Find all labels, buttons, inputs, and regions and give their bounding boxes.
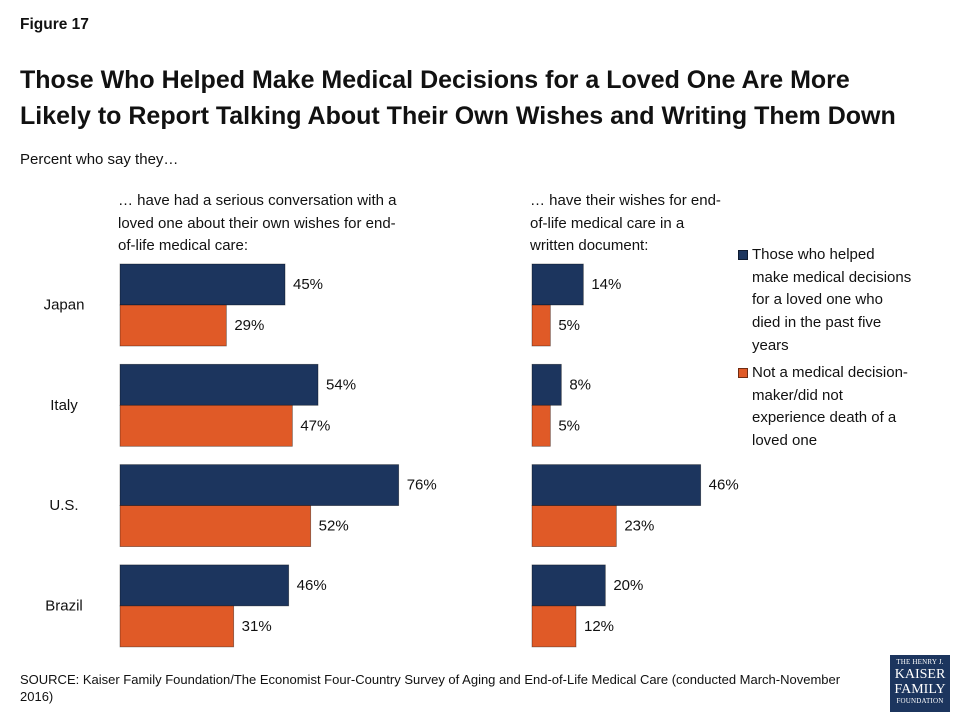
logo-line-henry: THE HENRY J. — [896, 658, 944, 666]
chart-panel-conversation: Japan 45% 29% Italy 54% 47% U.S. 76% 52% Brazil 46… — [44, 263, 437, 648]
bar-conversation-us-series-1 — [119, 464, 400, 506]
legend-label-non-decision-makers: Not a medical decision-maker/did not exp… — [752, 364, 908, 450]
source-note: SOURCE: Kaiser Family Foundation/The Eco… — [20, 672, 841, 704]
bar-written-document-italy-series-2 — [531, 404, 551, 447]
legend-item-decision-makers: Those who helped make medical decisions … — [738, 244, 928, 364]
legend-swatch-non-decision-makers — [738, 368, 748, 378]
value-label-conversation-brazil-series-2: 31% — [242, 618, 272, 635]
bar-conversation-italy-series-2 — [119, 404, 293, 447]
bar-written-document-japan-series-2 — [531, 304, 551, 347]
bar-written-document-brazil-series-2 — [531, 605, 577, 648]
value-label-conversation-japan-series-2: 29% — [234, 317, 264, 334]
panel-title-conversation: … have had a serious conversation with a… — [118, 192, 397, 254]
bar-written-document-brazil-series-1 — [531, 564, 606, 607]
bar-written-document-japan-series-1 — [531, 263, 584, 306]
panel-title-written-document: … have their wishes for end-of-life medi… — [530, 192, 721, 254]
category-label-us: U.S. — [49, 497, 78, 514]
bar-conversation-japan-series-2 — [119, 304, 227, 347]
value-label-written-document-japan-series-2: 5% — [558, 317, 580, 334]
logo-line-foundation: FOUNDATION — [896, 697, 944, 705]
value-label-conversation-italy-series-2: 47% — [300, 417, 330, 434]
chart-panel-written-document: 14% 5% 8% 5% 46% 23% 20% 12% — [531, 263, 739, 648]
value-label-written-document-us-series-1: 46% — [709, 477, 739, 494]
value-label-written-document-brazil-series-2: 12% — [584, 618, 614, 635]
legend-item-non-decision-makers: Not a medical decision-maker/did not exp… — [738, 362, 928, 482]
bar-conversation-japan-series-1 — [119, 263, 286, 306]
kff-logo: THE HENRY J. KAISER FAMILY FOUNDATION — [890, 655, 950, 712]
bar-written-document-us-series-2 — [531, 505, 617, 547]
value-label-conversation-us-series-2: 52% — [319, 518, 349, 535]
category-label-japan: Japan — [44, 297, 85, 314]
value-label-written-document-italy-series-1: 8% — [569, 376, 591, 393]
logo-line-family: FAMILY — [894, 682, 946, 697]
value-label-written-document-italy-series-2: 5% — [558, 417, 580, 434]
legend-label-decision-makers: Those who helped make medical decisions … — [752, 246, 912, 354]
value-label-written-document-us-series-2: 23% — [624, 518, 654, 535]
category-label-brazil: Brazil — [45, 597, 83, 614]
bar-written-document-italy-series-1 — [531, 363, 562, 406]
bar-written-document-us-series-1 — [531, 464, 702, 506]
bar-conversation-brazil-series-1 — [119, 564, 290, 607]
logo-line-kaiser: KAISER — [894, 667, 946, 682]
figure-label: Figure 17 — [20, 16, 89, 33]
chart-title: Those Who Helped Make Medical Decisions … — [20, 66, 896, 130]
legend-swatch-decision-makers — [738, 250, 748, 260]
value-label-conversation-italy-series-1: 54% — [326, 376, 356, 393]
bar-conversation-brazil-series-2 — [119, 605, 235, 648]
value-label-written-document-japan-series-1: 14% — [591, 276, 621, 293]
value-label-conversation-brazil-series-1: 46% — [297, 577, 327, 594]
value-label-conversation-japan-series-1: 45% — [293, 276, 323, 293]
value-label-conversation-us-series-1: 76% — [407, 477, 437, 494]
bar-conversation-italy-series-1 — [119, 363, 319, 406]
chart-subtitle: Percent who say they… — [20, 151, 179, 168]
category-label-italy: Italy — [50, 397, 78, 414]
bar-conversation-us-series-2 — [119, 505, 312, 547]
value-label-written-document-brazil-series-1: 20% — [613, 577, 643, 594]
